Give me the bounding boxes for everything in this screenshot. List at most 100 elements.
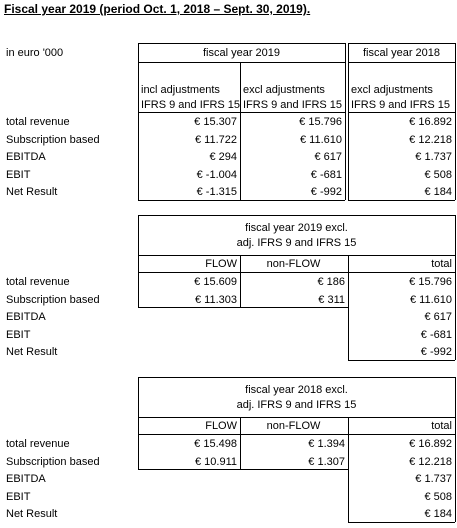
- table-heading: fiscal year 2018 excl.: [245, 384, 348, 396]
- rule: [138, 377, 139, 469]
- column-header: IFRS 9 and IFRS 15: [243, 98, 343, 111]
- cell-value: € 1.737: [415, 151, 452, 164]
- column-header: incl adjustments: [141, 84, 220, 96]
- cell-value: € 16.892: [409, 116, 452, 128]
- cell-value: € 12.218: [409, 455, 452, 468]
- title: Fiscal year 2019 (period Oct. 1, 2018 – …: [4, 2, 311, 16]
- cell-value: € 11.722: [194, 133, 237, 146]
- rule: [455, 215, 456, 360]
- row-label: Subscription based: [6, 293, 100, 306]
- rule: [348, 43, 349, 200]
- cell-value: € 15.796: [409, 276, 452, 288]
- cell-value: € 10.911: [194, 455, 237, 468]
- cell-value: € 15.796: [299, 116, 342, 128]
- cell-value: € 1.307: [308, 455, 345, 468]
- cell-value: € 11.303: [194, 293, 237, 306]
- cell-value: € -992: [310, 186, 342, 199]
- rule: [138, 112, 345, 113]
- column-header: excl adjustments: [351, 84, 433, 96]
- rule: [348, 360, 455, 361]
- cell-value: € -992: [420, 346, 452, 359]
- row-label: EBIT: [6, 328, 31, 341]
- cell-value: € -681: [420, 328, 452, 341]
- rule: [138, 62, 345, 63]
- cell-value: € 294: [209, 151, 237, 164]
- rule: [240, 62, 241, 200]
- unit-label: in euro '000: [6, 47, 64, 59]
- rule: [138, 43, 139, 200]
- rule: [455, 377, 456, 522]
- rule: [138, 200, 345, 201]
- rule: [455, 43, 456, 200]
- cell-value: € 15.307: [194, 116, 237, 128]
- rule: [348, 112, 455, 113]
- rule: [138, 307, 348, 308]
- row-label: Subscription based: [6, 133, 100, 146]
- rule: [348, 522, 455, 523]
- cell-value: € 186: [317, 276, 345, 288]
- rule: [138, 255, 455, 256]
- cell-value: € 184: [424, 186, 452, 199]
- row-label: Net Result: [6, 346, 58, 359]
- cell-value: € 15.609: [194, 276, 237, 288]
- column-header: total: [431, 420, 452, 432]
- cell-value: € 11.610: [299, 133, 342, 146]
- column-header: excl adjustments: [243, 84, 325, 96]
- group-header: fiscal year 2019: [202, 47, 281, 59]
- rule: [348, 255, 349, 360]
- rule: [138, 215, 455, 216]
- cell-value: € 617: [424, 311, 452, 324]
- row-label: EBITDA: [6, 151, 46, 164]
- row-label: total revenue: [6, 116, 70, 128]
- row-label: EBITDA: [6, 473, 46, 486]
- cell-value: € 11.610: [409, 293, 452, 306]
- column-header: IFRS 9 and IFRS 15: [141, 98, 241, 111]
- column-header: FLOW: [205, 258, 237, 270]
- rule: [348, 417, 349, 522]
- cell-value: € -1.315: [196, 186, 237, 199]
- row-label: EBIT: [6, 168, 31, 181]
- cell-value: € 12.218: [409, 133, 452, 146]
- row-label: total revenue: [6, 438, 70, 450]
- cell-value: € -1.004: [196, 168, 237, 181]
- rule: [348, 43, 455, 44]
- column-header: total: [431, 258, 452, 270]
- row-label: Net Result: [6, 186, 58, 199]
- row-label: total revenue: [6, 276, 70, 288]
- rule: [348, 200, 455, 201]
- column-header: non-FLOW: [266, 258, 321, 270]
- group-header: fiscal year 2018: [362, 47, 441, 59]
- rule: [138, 377, 455, 378]
- rule: [138, 417, 455, 418]
- rule: [138, 43, 345, 44]
- rule: [345, 43, 346, 200]
- rule: [240, 255, 241, 307]
- rule: [348, 62, 455, 63]
- cell-value: € -681: [310, 168, 342, 181]
- cell-value: € 15.498: [194, 438, 237, 450]
- cell-value: € 508: [424, 168, 452, 181]
- rule: [138, 215, 139, 307]
- cell-value: € 1.394: [308, 438, 345, 450]
- table-heading: fiscal year 2019 excl.: [245, 222, 348, 234]
- rule: [240, 417, 241, 469]
- cell-value: € 311: [318, 293, 345, 306]
- rule: [138, 469, 348, 470]
- cell-value: € 508: [424, 490, 452, 503]
- rule: [138, 272, 455, 273]
- cell-value: € 184: [424, 508, 452, 521]
- cell-value: € 1.737: [415, 473, 452, 486]
- cell-value: € 617: [314, 151, 342, 164]
- row-label: Subscription based: [6, 455, 100, 468]
- column-header: non-FLOW: [266, 420, 321, 432]
- table-heading: adj. IFRS 9 and IFRS 15: [236, 399, 357, 411]
- row-label: Net Result: [6, 508, 58, 521]
- row-label: EBIT: [6, 490, 31, 503]
- cell-value: € 16.892: [409, 438, 452, 450]
- row-label: EBITDA: [6, 311, 46, 324]
- rule: [138, 434, 455, 435]
- table-heading: adj. IFRS 9 and IFRS 15: [236, 237, 357, 249]
- column-header: IFRS 9 and IFRS 15: [351, 98, 451, 111]
- column-header: FLOW: [205, 420, 237, 432]
